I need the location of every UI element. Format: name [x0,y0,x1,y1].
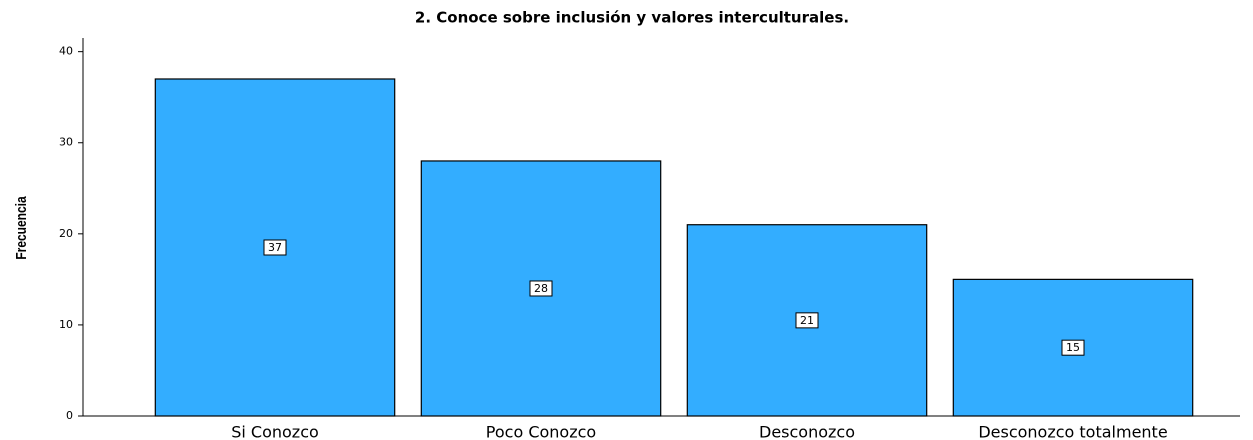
value-label: 15 [1066,341,1080,354]
x-tick-label: Si Conozco [231,423,319,440]
value-label: 37 [268,241,282,254]
value-label-box [263,239,287,256]
value-label: 21 [800,314,814,327]
y-axis-label: Frecuencia [13,196,30,260]
value-label-box [795,312,819,329]
y-tick-label: 20 [59,227,73,240]
value-label: 28 [534,282,548,295]
value-label-box [529,280,553,297]
value-label-box [1061,339,1085,356]
x-tick-label: Desconozco totalmente [978,423,1167,440]
x-tick-label: Poco Conozco [486,423,596,440]
y-tick-label: 30 [59,136,73,149]
y-tick-label: 40 [59,45,73,58]
y-tick-label: 10 [59,318,73,331]
chart-title: 2. Conoce sobre inclusión y valores inte… [415,9,849,27]
x-tick-label: Desconozco [759,423,855,440]
y-tick-label: 0 [66,409,73,422]
